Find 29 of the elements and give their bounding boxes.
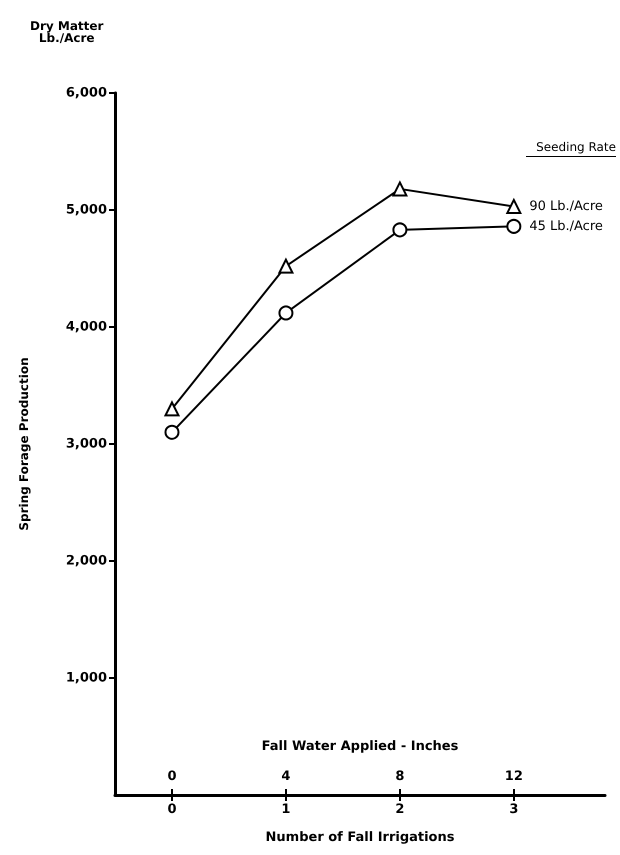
point (278, 258, 294, 274)
y-axis-title: Spring Forage Production (17, 357, 31, 531)
point (506, 218, 522, 234)
series-label: 90 Lb./Acre (529, 198, 603, 214)
x-tick-label: 0 (167, 802, 176, 817)
point (164, 424, 180, 440)
legend-title: Seeding Rate (526, 140, 616, 157)
y-tick-label: 1,000 (66, 670, 107, 686)
y-tick-label: 5,000 (66, 202, 107, 218)
x2-axis-title: Fall Water Applied - Inches (262, 739, 459, 754)
point (278, 305, 294, 320)
point (392, 222, 408, 238)
x-tick-label: 3 (509, 802, 518, 817)
x2-tick-label: 4 (281, 769, 290, 784)
point (506, 198, 522, 214)
x-axis-title: Number of Fall Irrigations (266, 830, 455, 845)
y-tick-label: 4,000 (66, 320, 107, 334)
x-tick-label: 1 (281, 802, 290, 817)
point (164, 401, 180, 416)
x-tick-label: 2 (395, 802, 404, 817)
point (392, 181, 408, 196)
text: Dry Matter Lb./Acre (30, 19, 104, 45)
x2-tick-label: 0 (167, 769, 176, 784)
y-tick-label: 2,000 (66, 554, 107, 568)
x2-tick-label: 8 (395, 769, 404, 784)
y-tick-label: 3,000 (66, 436, 107, 452)
y-tick-label: 6,000 (66, 86, 107, 100)
series-label: 45 Lb./Acre (529, 218, 603, 234)
x2-tick-label: 12 (504, 769, 523, 784)
